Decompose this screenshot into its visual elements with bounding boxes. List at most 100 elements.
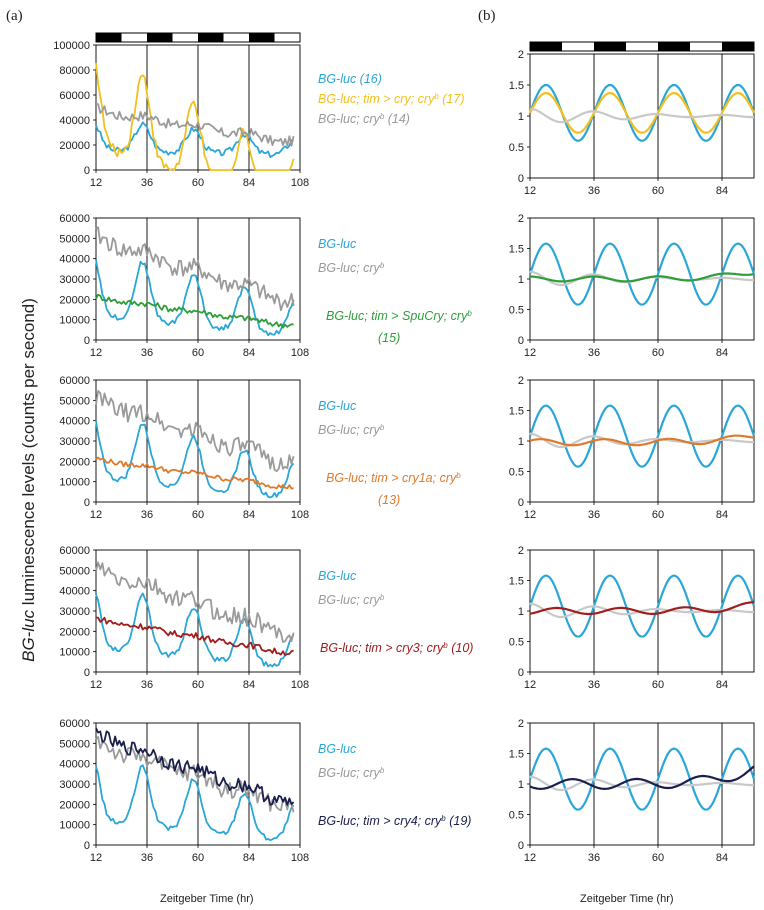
y-tick-label: 2 bbox=[518, 213, 524, 225]
legend-entry-superscript: b bbox=[456, 471, 461, 480]
x-tick-label: 84 bbox=[243, 852, 255, 864]
x-tick-label: 84 bbox=[243, 679, 255, 691]
y-tick-label: 0.5 bbox=[509, 467, 524, 479]
x-tick-label: 84 bbox=[243, 347, 255, 359]
x-axis-label-b: Zeitgeber Time (hr) bbox=[580, 893, 674, 905]
y-tick-label: 20000 bbox=[59, 140, 90, 152]
series-line-1 bbox=[95, 561, 295, 643]
y-tick-label: 1 bbox=[518, 111, 524, 123]
legend-entry: BG-luc; cryb bbox=[318, 261, 385, 276]
series-line-0 bbox=[528, 242, 756, 306]
series-line-1 bbox=[95, 62, 295, 171]
x-tick-label: 36 bbox=[588, 185, 600, 197]
chart-b-3: 0 0.5 1 1.5 2 12 36 60 84 bbox=[509, 375, 756, 521]
series-line-2 bbox=[95, 456, 294, 490]
legend-entry: BG-luc; cryb bbox=[318, 766, 385, 781]
x-axis-label-a: Zeitgeber Time (hr) bbox=[160, 893, 254, 905]
legend-entry-text: (13) bbox=[378, 493, 400, 507]
x-tick-label: 108 bbox=[291, 679, 309, 691]
y-tick-label: 1.5 bbox=[509, 749, 524, 761]
series-line-2 bbox=[95, 727, 295, 806]
y-tick-label: 1 bbox=[518, 779, 524, 791]
y-tick-label: 50000 bbox=[59, 395, 90, 407]
y-tick-label: 100000 bbox=[53, 40, 90, 52]
y-tick-label: 0 bbox=[84, 165, 90, 177]
x-tick-label: 12 bbox=[524, 509, 536, 521]
y-tick-label: 2 bbox=[518, 375, 524, 387]
legend-entry-text: BG-luc; cry bbox=[318, 261, 381, 275]
legend-entry: BG-luc (16) bbox=[318, 72, 382, 86]
legend-entry-text: BG-luc; tim > cry; cry bbox=[318, 92, 435, 106]
series-line-2 bbox=[530, 272, 755, 283]
chart-b-5: 0 0.5 1 1.5 2 12 36 60 84 bbox=[509, 718, 756, 864]
y-tick-label: 30000 bbox=[59, 606, 90, 618]
series-line-2 bbox=[529, 107, 754, 124]
x-tick-label: 36 bbox=[141, 347, 153, 359]
y-axis-label-genotype: BG-luc bbox=[19, 609, 38, 661]
series-line-1 bbox=[95, 389, 295, 473]
legend-entry: BG-luc bbox=[318, 237, 357, 251]
x-tick-label: 84 bbox=[243, 177, 255, 189]
legend-entry: BG-luc; tim > cry3; cryb (10) bbox=[320, 641, 473, 656]
chart-a-1: 0 20000 40000 60000 80000 100000 12 36 60 84 108 BG… bbox=[53, 32, 464, 189]
legend-entry: BG-luc; tim > cry; cryb (17) bbox=[318, 92, 464, 107]
x-tick-label: 12 bbox=[524, 679, 536, 691]
legend-entry-count: (10) bbox=[448, 641, 474, 655]
y-tick-label: 60000 bbox=[59, 213, 90, 225]
light-dark-bar-frame bbox=[529, 41, 755, 52]
x-tick-label: 60 bbox=[192, 177, 204, 189]
dark-phase-block bbox=[249, 33, 275, 42]
y-tick-label: 10000 bbox=[59, 647, 90, 659]
series-line-0 bbox=[95, 420, 295, 499]
x-tick-label: 84 bbox=[716, 679, 728, 691]
chart-a-4: 0 10000 20000 30000 40000 50000 60000 12 36 60 84 1… bbox=[59, 545, 473, 691]
y-tick-label: 0.5 bbox=[509, 810, 524, 822]
x-tick-label: 108 bbox=[291, 509, 309, 521]
series-line-2 bbox=[529, 765, 755, 791]
legend-entry-superscript: b bbox=[380, 261, 385, 270]
series-line-0 bbox=[95, 764, 295, 842]
legend-entry-superscript: b bbox=[380, 766, 385, 775]
legend-entry: BG-luc; tim > cry1a; cryb bbox=[326, 471, 461, 486]
legend-entry-superscript: b bbox=[380, 423, 385, 432]
y-tick-label: 20000 bbox=[59, 294, 90, 306]
series-line-1 bbox=[529, 91, 755, 134]
x-tick-label: 60 bbox=[652, 852, 664, 864]
y-tick-label: 30000 bbox=[59, 779, 90, 791]
series-line-0 bbox=[95, 592, 295, 668]
dark-phase-block bbox=[722, 42, 754, 51]
legend-entry-text: BG-luc; tim > cry1a; cry bbox=[326, 471, 457, 485]
x-tick-label: 36 bbox=[588, 852, 600, 864]
y-tick-label: 10000 bbox=[59, 477, 90, 489]
legend-entry-text: (15) bbox=[378, 331, 400, 345]
x-tick-label: 108 bbox=[291, 347, 309, 359]
series-line-1 bbox=[95, 226, 295, 312]
x-tick-label: 60 bbox=[652, 679, 664, 691]
x-tick-label: 108 bbox=[291, 852, 309, 864]
y-tick-label: 1 bbox=[518, 606, 524, 618]
chart-b-1: 0 0.5 1 1.5 2 12 36 60 84 bbox=[509, 41, 756, 197]
legend-entry-count: (14) bbox=[384, 112, 410, 126]
x-tick-label: 12 bbox=[524, 852, 536, 864]
series-line-2 bbox=[95, 103, 295, 147]
y-tick-label: 0 bbox=[518, 173, 524, 185]
legend-entry: BG-luc; tim > SpuCry; cryb bbox=[326, 309, 472, 324]
legend-entry-count: (17) bbox=[439, 92, 465, 106]
chart-a-5: 0 10000 20000 30000 40000 50000 60000 12 36 60 84 1… bbox=[59, 718, 471, 864]
x-tick-label: 60 bbox=[192, 852, 204, 864]
y-tick-label: 2 bbox=[518, 545, 524, 557]
y-tick-label: 0.5 bbox=[509, 142, 524, 154]
chart-a-3: 0 10000 20000 30000 40000 50000 60000 12 36 60 84 1… bbox=[59, 375, 461, 521]
y-tick-label: 10000 bbox=[59, 315, 90, 327]
series-line-0 bbox=[528, 404, 756, 468]
dark-phase-block bbox=[658, 42, 690, 51]
x-tick-label: 36 bbox=[141, 509, 153, 521]
legend-entry: (15) bbox=[378, 331, 400, 345]
y-tick-label: 20000 bbox=[59, 799, 90, 811]
x-tick-label: 36 bbox=[141, 177, 153, 189]
